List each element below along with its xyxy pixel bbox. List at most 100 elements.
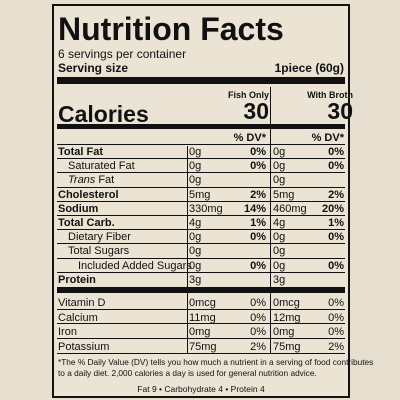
amount: 75mg: [189, 341, 217, 354]
amount: 11mg: [189, 311, 216, 324]
nutrient-label: Total Fat: [58, 146, 104, 158]
rule: [57, 308, 345, 310]
daily-value: 0%: [250, 259, 266, 272]
dv-header: % DV*: [233, 132, 266, 144]
calories-per-gram: Fat 9 • Carbohydrate 4 • Protein 4: [137, 384, 265, 394]
thick-rule: [57, 287, 345, 293]
column-divider: [187, 146, 188, 287]
nutrient-label: Cholesterol: [58, 188, 119, 201]
nutrient-label: Total Sugars: [68, 245, 130, 258]
amount: 5mg: [189, 188, 211, 201]
footnote: to a daily diet. 2,000 calories a day is…: [58, 368, 317, 378]
amount: 0g: [273, 146, 286, 158]
thick-rule: [57, 124, 345, 129]
daily-value: 2%: [250, 341, 266, 354]
amount: 0g: [273, 174, 286, 187]
daily-value: 0%: [250, 160, 266, 173]
title: Nutrition Facts: [58, 11, 284, 47]
vitamin-label: Iron: [58, 326, 77, 339]
rule: [57, 271, 345, 273]
daily-value: 0%: [328, 160, 344, 173]
vitamin-label: Potassium: [58, 341, 110, 354]
thick-rule: [57, 77, 345, 84]
daily-value: 0%: [328, 146, 344, 158]
rule: [57, 338, 345, 340]
amount: 0g: [273, 245, 286, 258]
daily-value: 0%: [250, 146, 266, 158]
rule: [57, 186, 345, 188]
rule: [57, 229, 345, 231]
label-italic: Trans: [68, 174, 96, 187]
nutrient-label: Included Added Sugars: [78, 259, 192, 272]
nutrient-label: Trans Fat: [68, 174, 114, 186]
amount: 3g: [189, 273, 202, 286]
amount: 0mcg: [189, 297, 216, 309]
serving-size-label: Serving size: [58, 61, 129, 75]
amount: 5mg: [273, 188, 295, 201]
daily-value: 0%: [328, 231, 344, 244]
nutrition-label: Nutrition Facts 6 servings per container…: [52, 4, 373, 398]
amount: 0mcg: [273, 297, 300, 309]
amount: 4g: [189, 217, 202, 229]
daily-value: 1%: [328, 217, 344, 229]
amount: 0mg: [189, 326, 211, 339]
amount: 0mg: [273, 326, 295, 339]
daily-value: 2%: [328, 341, 344, 354]
daily-value: 0%: [328, 311, 344, 324]
rule: [57, 257, 345, 259]
rule: [57, 172, 345, 174]
nutrient-label: Sodium: [58, 202, 99, 215]
daily-value: 20%: [321, 202, 344, 215]
rule: [57, 200, 345, 202]
serving-size-value: 1piece (60g): [274, 61, 344, 75]
rule: [57, 353, 345, 354]
daily-value: 0%: [250, 297, 266, 309]
nutrient-label: Dietary Fiber: [68, 231, 131, 244]
amount: 0g: [273, 160, 286, 173]
amount: 12mg: [273, 311, 301, 324]
calories-value: 30: [327, 98, 353, 124]
nutrient-label: Total Carb.: [58, 217, 115, 229]
rule: [57, 243, 345, 245]
daily-value: 0%: [250, 231, 266, 244]
nutrient-label: Saturated Fat: [68, 160, 135, 173]
daily-value: 14%: [243, 202, 266, 215]
rule: [57, 323, 345, 325]
calories-column-name: Fish Only: [227, 90, 269, 100]
amount: 330mg: [189, 202, 223, 215]
nutrient-label: Protein: [58, 273, 96, 286]
amount: 0g: [273, 259, 286, 272]
calories-column-name: With Broth: [307, 90, 353, 100]
amount: 0g: [189, 160, 202, 173]
amount: 0g: [189, 231, 202, 244]
label-rest: Fat: [98, 174, 115, 187]
vitamin-label: Calcium: [58, 311, 98, 324]
amount: 3g: [273, 273, 286, 286]
amount: 0g: [189, 146, 202, 158]
daily-value: 0%: [250, 326, 266, 339]
daily-value: 0%: [328, 297, 344, 309]
daily-value: 1%: [250, 217, 266, 229]
calories-label: Calories: [58, 101, 149, 127]
daily-value: 0%: [250, 311, 266, 324]
amount: 4g: [273, 217, 286, 229]
column-divider: [187, 293, 188, 353]
vitamin-label: Vitamin D: [58, 297, 106, 309]
daily-value: 0%: [328, 259, 344, 272]
column-divider: [270, 87, 271, 353]
footnote: *The % Daily Value (DV) tells you how mu…: [58, 357, 374, 367]
rule: [57, 158, 345, 160]
daily-value: 0%: [328, 326, 344, 339]
amount: 460mg: [273, 202, 307, 215]
amount: 0g: [189, 259, 202, 272]
dv-header: % DV*: [311, 132, 344, 144]
servings: 6 servings per container: [58, 47, 187, 61]
rule: [57, 144, 345, 145]
rule: [57, 215, 345, 216]
daily-value: 2%: [250, 188, 266, 201]
amount: 0g: [189, 245, 202, 258]
calories-value: 30: [243, 98, 269, 124]
amount: 75mg: [273, 341, 301, 354]
daily-value: 2%: [328, 188, 344, 201]
